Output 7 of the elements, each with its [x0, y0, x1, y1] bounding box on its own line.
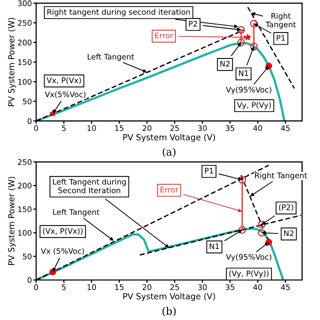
point	[50, 110, 56, 116]
text: (a)	[162, 148, 176, 158]
y-axis-title: PV System Power (W)	[8, 18, 16, 106]
y-axis-title: PV System Power (W)	[8, 176, 16, 265]
x-axis-title: PV System Voltage (V)	[123, 134, 216, 142]
x-axis-title: PV System Voltage (V)	[123, 292, 216, 302]
text: (b)	[162, 306, 176, 316]
